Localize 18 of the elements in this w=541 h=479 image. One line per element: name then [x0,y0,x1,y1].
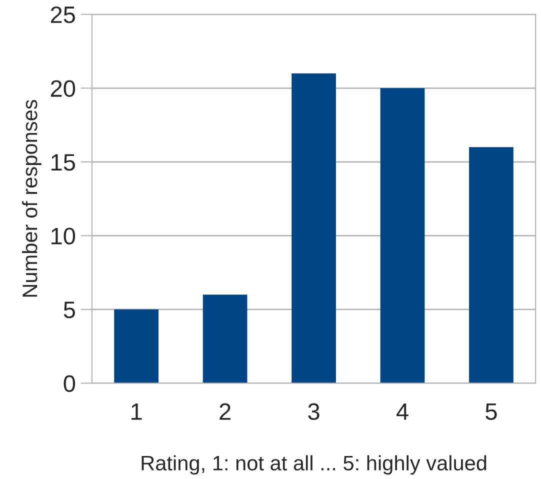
bar [202,294,248,384]
bar [380,88,425,384]
x-tick-label: 4 [396,404,408,420]
y-tick-label: 15 [52,154,76,171]
bar [114,309,159,384]
y-tick-label: 20 [50,80,76,97]
bar [292,73,336,384]
y-tick-label: 10 [52,228,76,244]
y-tick-label: 0 [64,375,76,392]
x-axis-title: Rating, 1: not at all ... 5: highly valued [142,455,486,475]
x-tick-label: 1 [132,404,142,420]
y-axis-title: Number of responses [22,100,42,297]
x-tick-label: 5 [486,404,497,420]
y-tick-label: 5 [64,302,76,318]
bar [469,147,514,384]
y-tick-label: 25 [50,6,76,24]
x-tick-label: 3 [308,403,320,420]
x-tick-label: 2 [220,403,230,420]
